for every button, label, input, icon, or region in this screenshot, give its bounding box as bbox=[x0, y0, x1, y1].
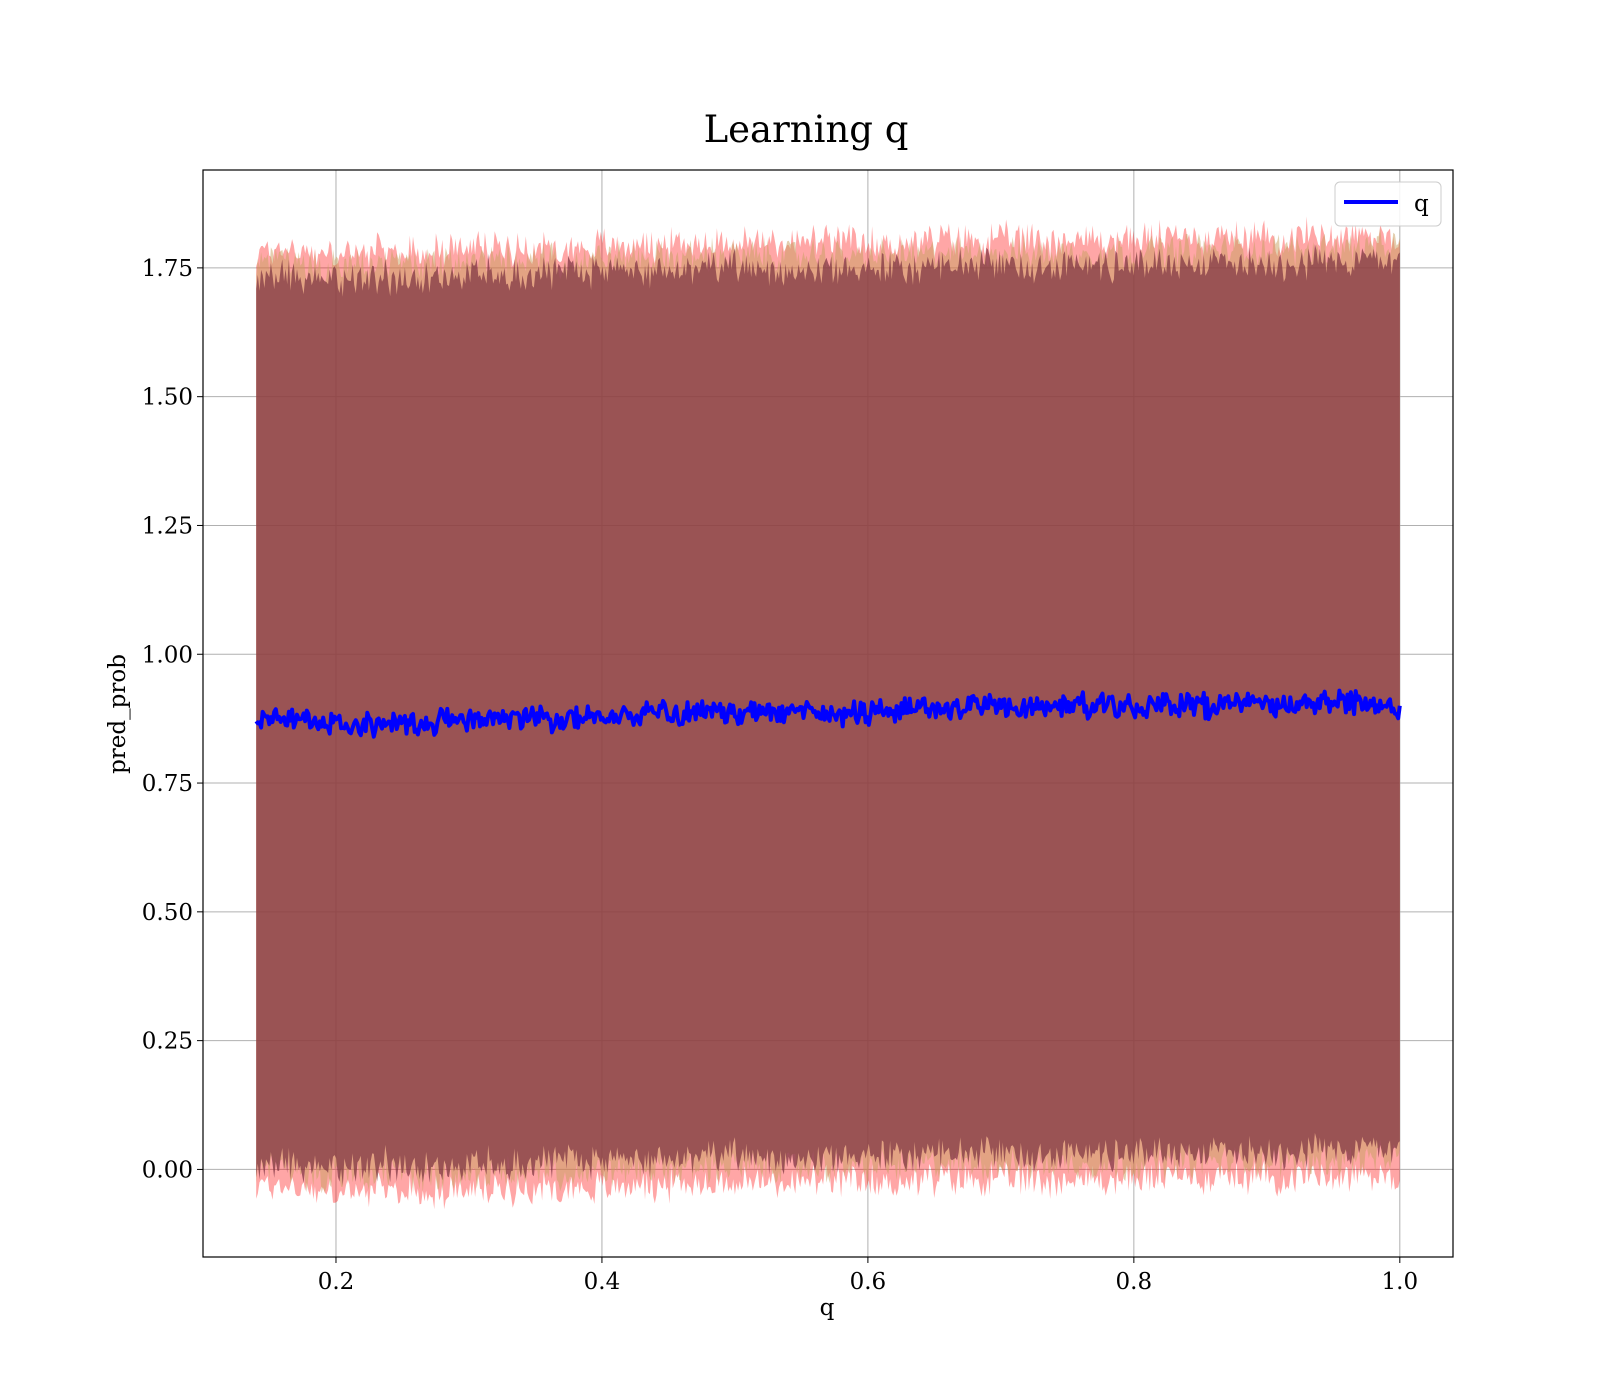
y-tick-label: 0.75 bbox=[142, 771, 193, 797]
series-lines bbox=[254, 688, 1402, 739]
y-tick-label: 1.50 bbox=[142, 385, 193, 411]
y-tick-label: 0.00 bbox=[142, 1157, 193, 1183]
y-tick-label: 0.25 bbox=[142, 1029, 193, 1055]
y-tick-label: 1.25 bbox=[142, 513, 193, 539]
plot-frame bbox=[202, 169, 1454, 1258]
x-tick-label: 0.2 bbox=[318, 1269, 355, 1295]
x-tick-label: 1.0 bbox=[1382, 1269, 1419, 1295]
x-tick-label: 0.4 bbox=[584, 1269, 621, 1295]
y-axis-label: pred_prob bbox=[105, 654, 131, 774]
y-tick-label: 0.50 bbox=[142, 900, 193, 926]
x-axis-label: q bbox=[820, 1295, 835, 1321]
legend-label-q: q bbox=[1414, 191, 1429, 217]
x-tick-label: 0.6 bbox=[850, 1269, 887, 1295]
y-tick-label: 1.00 bbox=[142, 642, 193, 668]
y-axis-ticks: 0.00 0.25 0.50 0.75 1.00 1.25 1.50 1.75 bbox=[142, 256, 203, 1183]
x-axis-ticks: 0.2 0.4 0.6 0.8 1.0 bbox=[318, 1257, 1418, 1295]
x-tick-label: 0.8 bbox=[1116, 1269, 1153, 1295]
series-line-q bbox=[254, 688, 1402, 739]
legend: q bbox=[1334, 181, 1442, 227]
y-tick-label: 1.75 bbox=[142, 256, 193, 282]
chart-title: Learning q bbox=[704, 108, 909, 151]
